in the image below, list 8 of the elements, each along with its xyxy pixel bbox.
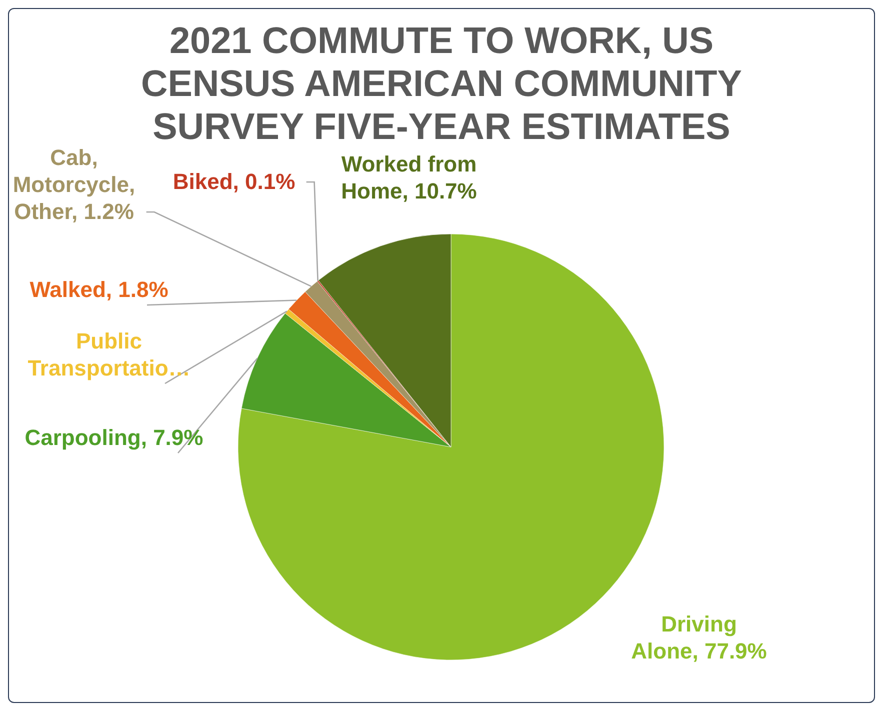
slice-label: Carpooling, 7.9% xyxy=(24,425,204,450)
slice-label: Cab, Motorcycle, Other, 1.2% xyxy=(12,145,136,224)
slice-label: Public Transportatio… xyxy=(28,328,190,380)
slice-label: Biked, 0.1% xyxy=(172,169,296,194)
slice-label: Walked, 1.8% xyxy=(30,277,168,302)
chart-title: 2021 COMMUTE TO WORK, US CENSUS AMERICAN COMMUNITY SURVEY FIVE-YEAR ESTIMATES xyxy=(140,19,743,147)
slice-label: Worked from Home, 10.7% xyxy=(341,152,477,204)
slice-label: Driving Alone, 77.9% xyxy=(631,612,767,664)
